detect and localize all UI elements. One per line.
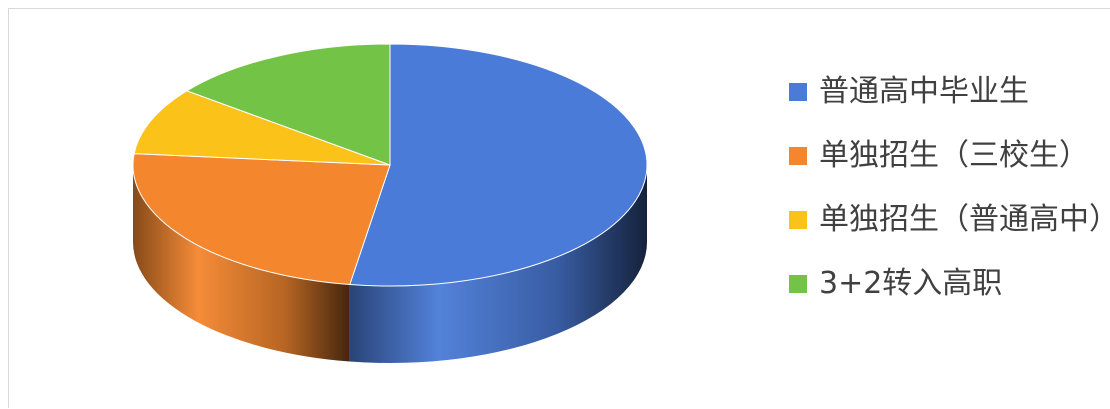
pie-top-faces	[132, 43, 648, 287]
pie-slice-3	[185, 43, 391, 166]
chart-area: 普通高中毕业生单独招生（三校生） 单独招生（普通高中） 3+2转入高职	[8, 8, 1110, 408]
legend-swatch	[789, 147, 807, 165]
pie-side-1	[133, 165, 350, 362]
pie-slice-1	[132, 153, 391, 286]
pie-chart	[132, 43, 648, 363]
legend-swatch	[789, 83, 807, 101]
legend-label: 普通高中毕业生	[819, 74, 1029, 109]
legend-label: 单独招生（三校生）	[819, 138, 1089, 173]
legend-swatch	[789, 275, 807, 293]
pie-slice-2	[133, 90, 391, 166]
legend-label: 单独招生（普通高中）	[819, 202, 1110, 237]
pie-side-0	[349, 165, 647, 363]
pie-side-walls	[133, 165, 647, 363]
pie-slice-0	[349, 43, 648, 287]
legend-label: 3+2转入高职	[819, 266, 1003, 301]
legend-swatch	[789, 211, 807, 229]
